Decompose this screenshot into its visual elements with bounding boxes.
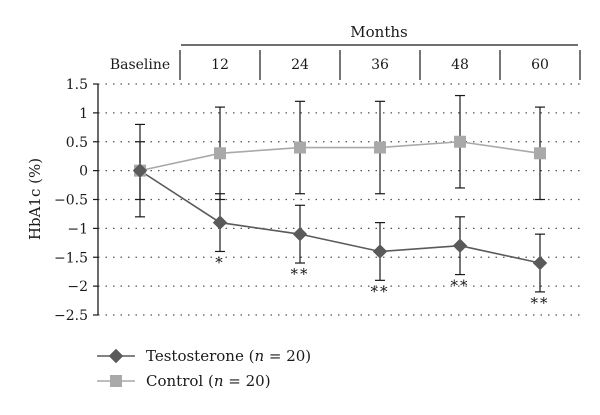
significance-marker: ** (531, 294, 550, 312)
point-marker-square (454, 135, 466, 148)
legend-item: Testosterone (n = 20) (97, 347, 311, 365)
point-marker-diamond (452, 238, 468, 253)
point-marker-diamond (212, 215, 228, 230)
y-tick-label: 0 (79, 164, 88, 180)
months-header: Months (350, 23, 407, 41)
significance-marker: ** (371, 282, 390, 300)
legend-item: Control (n = 20) (97, 372, 271, 390)
series-layer: ***** **** (132, 94, 550, 312)
point-marker-diamond (292, 226, 308, 242)
legend-label: Control (n = 20) (146, 372, 271, 390)
point-marker-diamond (132, 163, 148, 178)
legend-label-var: n (254, 347, 264, 365)
y-tick-label: 1.5 (66, 77, 88, 93)
point-marker-diamond (372, 244, 388, 259)
series-line-square (139, 140, 541, 172)
y-tick-label: 1 (79, 106, 88, 122)
y-tick-label: −2.5 (54, 308, 88, 324)
significance-marker: ** (291, 265, 310, 283)
significance-marker: * (215, 253, 225, 271)
y-axis-title: HbA1c (%) (26, 158, 44, 240)
x-category-label: 36 (371, 57, 389, 73)
x-category-label: 12 (211, 57, 229, 73)
x-category-label: 48 (451, 57, 469, 73)
legend-label-main: Testosterone ( (146, 347, 254, 365)
x-axis-labels: Baseline 12 24 36 48 60 (110, 50, 581, 80)
point-marker-square (534, 147, 546, 160)
series-line-diamond (139, 169, 541, 264)
legend-label: Testosterone (n = 20) (146, 347, 311, 365)
y-tick-label: −0.5 (54, 193, 88, 209)
legend: Testosterone (n = 20)Control (n = 20) (97, 347, 311, 390)
point-marker-diamond (108, 348, 124, 364)
x-category-label: 24 (291, 57, 309, 73)
point-marker-square (374, 141, 386, 154)
legend-label-main: Control ( (146, 372, 214, 390)
significance-marker: ** (451, 277, 470, 295)
x-category-label: 60 (531, 57, 549, 73)
legend-label-var: n (214, 372, 224, 390)
legend-label-rest: = 20) (264, 347, 311, 365)
point-marker-diamond (532, 255, 548, 271)
y-tick-label: −1 (67, 221, 88, 237)
grid-lines (98, 83, 580, 316)
y-axis-ticks: 1.5 1 0.5 0 −0.5 −1 −1.5 −2 −2.5 (54, 77, 98, 324)
y-tick-label: 0.5 (66, 135, 88, 151)
legend-label-rest: = 20) (224, 372, 271, 390)
point-marker-square (294, 141, 306, 154)
x-category-label: Baseline (110, 57, 170, 73)
y-tick-label: −1.5 (54, 250, 88, 266)
point-marker-square (110, 375, 122, 387)
point-marker-square (214, 147, 226, 160)
y-tick-label: −2 (67, 279, 88, 295)
